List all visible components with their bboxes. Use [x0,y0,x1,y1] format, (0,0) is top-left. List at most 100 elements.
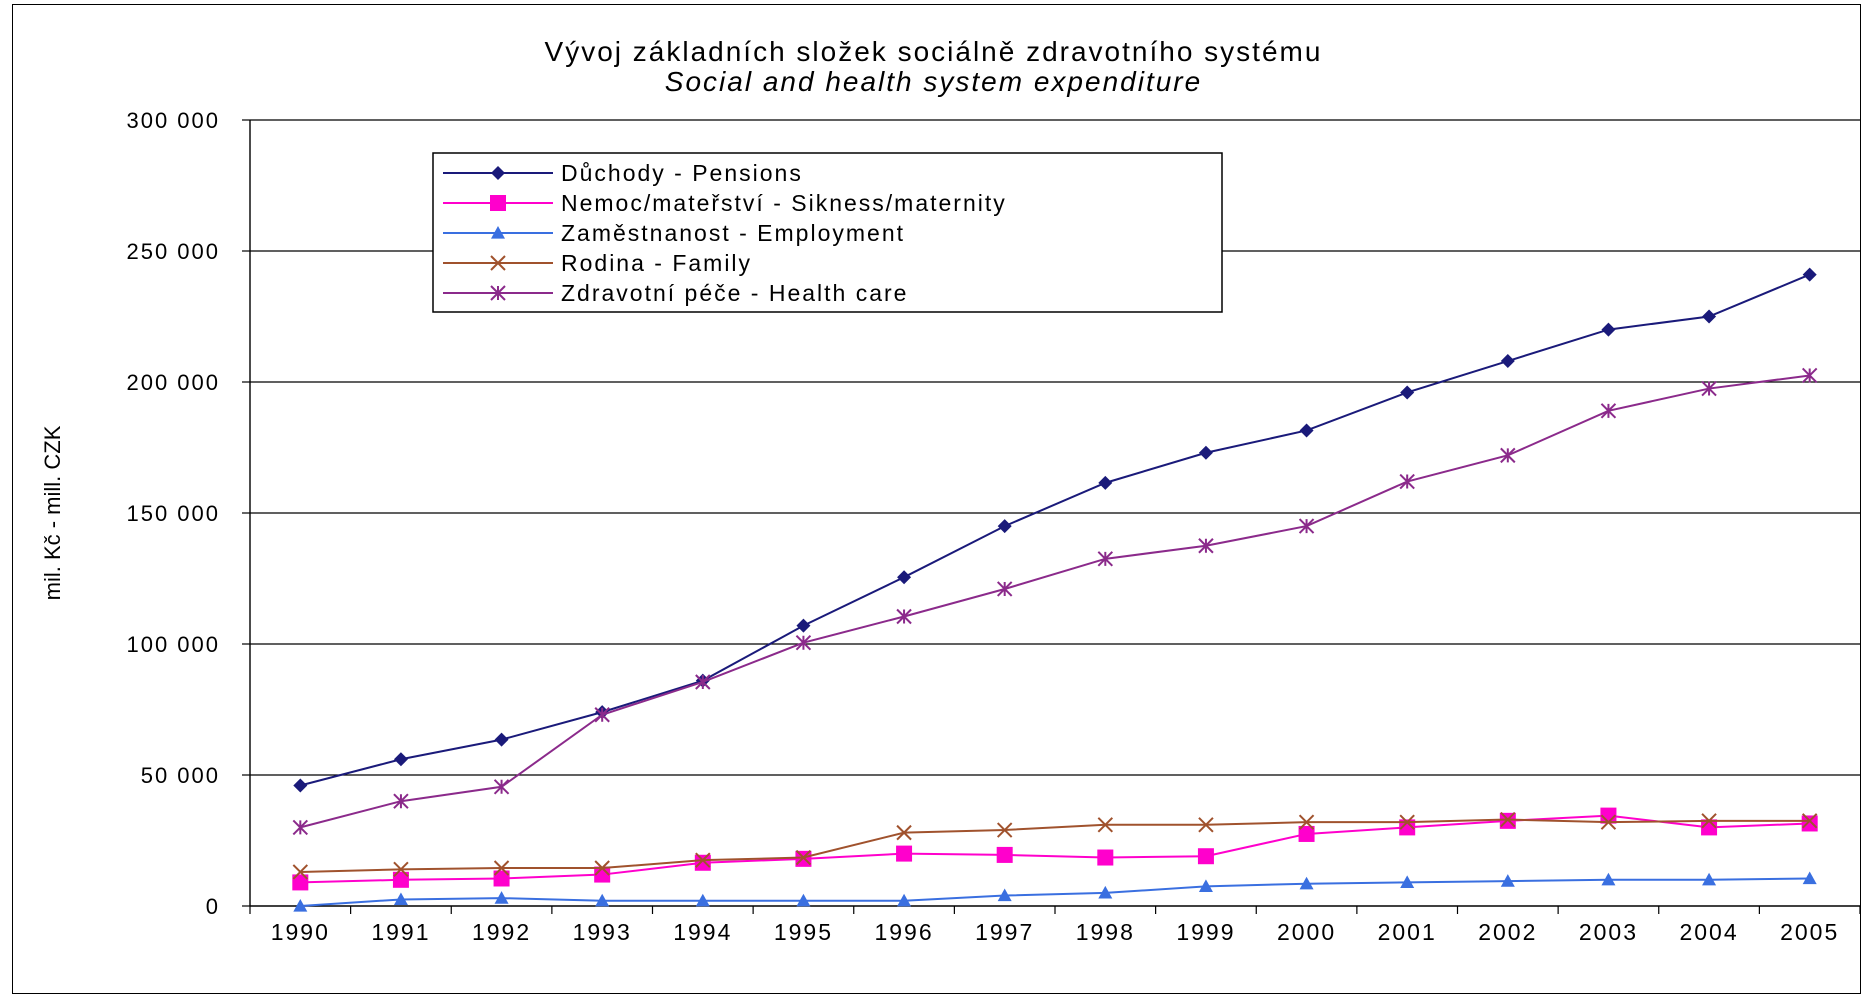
data-point [490,255,506,271]
data-point [393,752,408,767]
x-tick-label: 2000 [1277,919,1336,945]
data-point [393,861,409,878]
data-point [1198,879,1213,892]
data-point [1500,354,1515,369]
data-point [493,870,510,887]
data-point [1701,813,1717,829]
x-tick-label: 2002 [1478,919,1537,945]
data-point [1298,518,1315,534]
data-point [1098,475,1113,490]
data-point [694,854,711,871]
data-point [1400,385,1415,400]
data-point [1500,874,1515,887]
x-tick-label: 1992 [472,919,531,945]
x-tick-label: 1994 [673,919,732,945]
data-point [1299,423,1314,438]
data-point [293,778,308,793]
data-point [1299,876,1314,890]
data-point [796,618,811,633]
data-point [1802,267,1817,282]
legend-box [432,152,1223,313]
data-point [1098,885,1113,899]
series-line [300,877,1810,907]
chart-subtitle: Social and health system expenditure [664,66,1203,97]
data-point [1801,813,1818,829]
data-point [896,845,913,862]
data-point [493,860,510,876]
x-tick-label: 2001 [1378,919,1437,945]
data-point [997,888,1012,902]
data-point [695,893,710,907]
y-axis-label: mil. Kč - mill. CZK [40,425,65,600]
data-point [1198,445,1213,460]
data-point [1097,817,1114,833]
data-point [897,570,912,585]
series-line [300,814,1810,884]
data-point [393,892,408,906]
series-line [300,273,1811,787]
data-point [996,581,1013,597]
series-line [300,374,1810,829]
x-tick-label: 2004 [1679,919,1738,945]
data-point [493,779,510,795]
data-point [595,893,610,907]
data-point [392,871,409,888]
data-point [1600,403,1617,419]
data-point [1399,473,1415,490]
y-tick-label: 300 000 [126,108,220,133]
data-point [1198,817,1214,833]
data-point [695,674,711,690]
data-point [896,824,912,841]
data-point [491,166,505,180]
data-point [1701,380,1717,397]
data-point [1600,814,1617,830]
data-point [1197,848,1214,865]
y-tick-label: 100 000 [126,632,220,657]
data-point [1801,815,1818,832]
data-point [1097,551,1114,567]
data-point [490,195,506,211]
x-tick-label: 1991 [371,919,430,945]
y-tick-label: 250 000 [126,239,220,264]
data-point [594,707,610,723]
data-point [494,891,509,904]
data-point [490,285,506,301]
legend-label: Zaměstnanost - Employment [561,220,905,246]
x-tick-label: 1995 [774,919,833,945]
data-point [1600,807,1617,824]
data-point [1801,367,1818,384]
x-tick-label: 1997 [975,919,1034,945]
data-point [1702,872,1717,886]
data-point [1400,875,1415,889]
data-point [1601,872,1616,886]
data-point [997,519,1012,534]
data-point [594,860,610,876]
y-tick-label: 0 [206,894,220,919]
data-point [1500,447,1516,464]
data-point [795,634,812,651]
x-tick-label: 1990 [271,919,330,945]
legend-label: Nemoc/mateřství - Sikness/maternity [561,190,1007,216]
data-point [1298,814,1315,830]
data-point [897,893,912,907]
data-point [695,852,711,868]
series-line [300,818,1810,873]
data-point [1399,814,1415,830]
data-point [996,822,1013,838]
data-point [1198,538,1214,554]
data-point [494,732,509,747]
data-point [1701,819,1718,836]
x-tick-label: 2003 [1579,919,1638,945]
data-point [796,893,811,907]
x-tick-label: 1998 [1076,919,1135,945]
y-tick-label: 200 000 [126,370,220,395]
data-point [1702,309,1717,324]
data-point [1500,811,1516,828]
data-point [292,874,309,891]
y-tick-label: 150 000 [126,501,220,526]
x-tick-label: 2005 [1780,919,1839,945]
data-point [1802,871,1817,885]
data-point [292,864,309,880]
data-point [293,899,308,912]
